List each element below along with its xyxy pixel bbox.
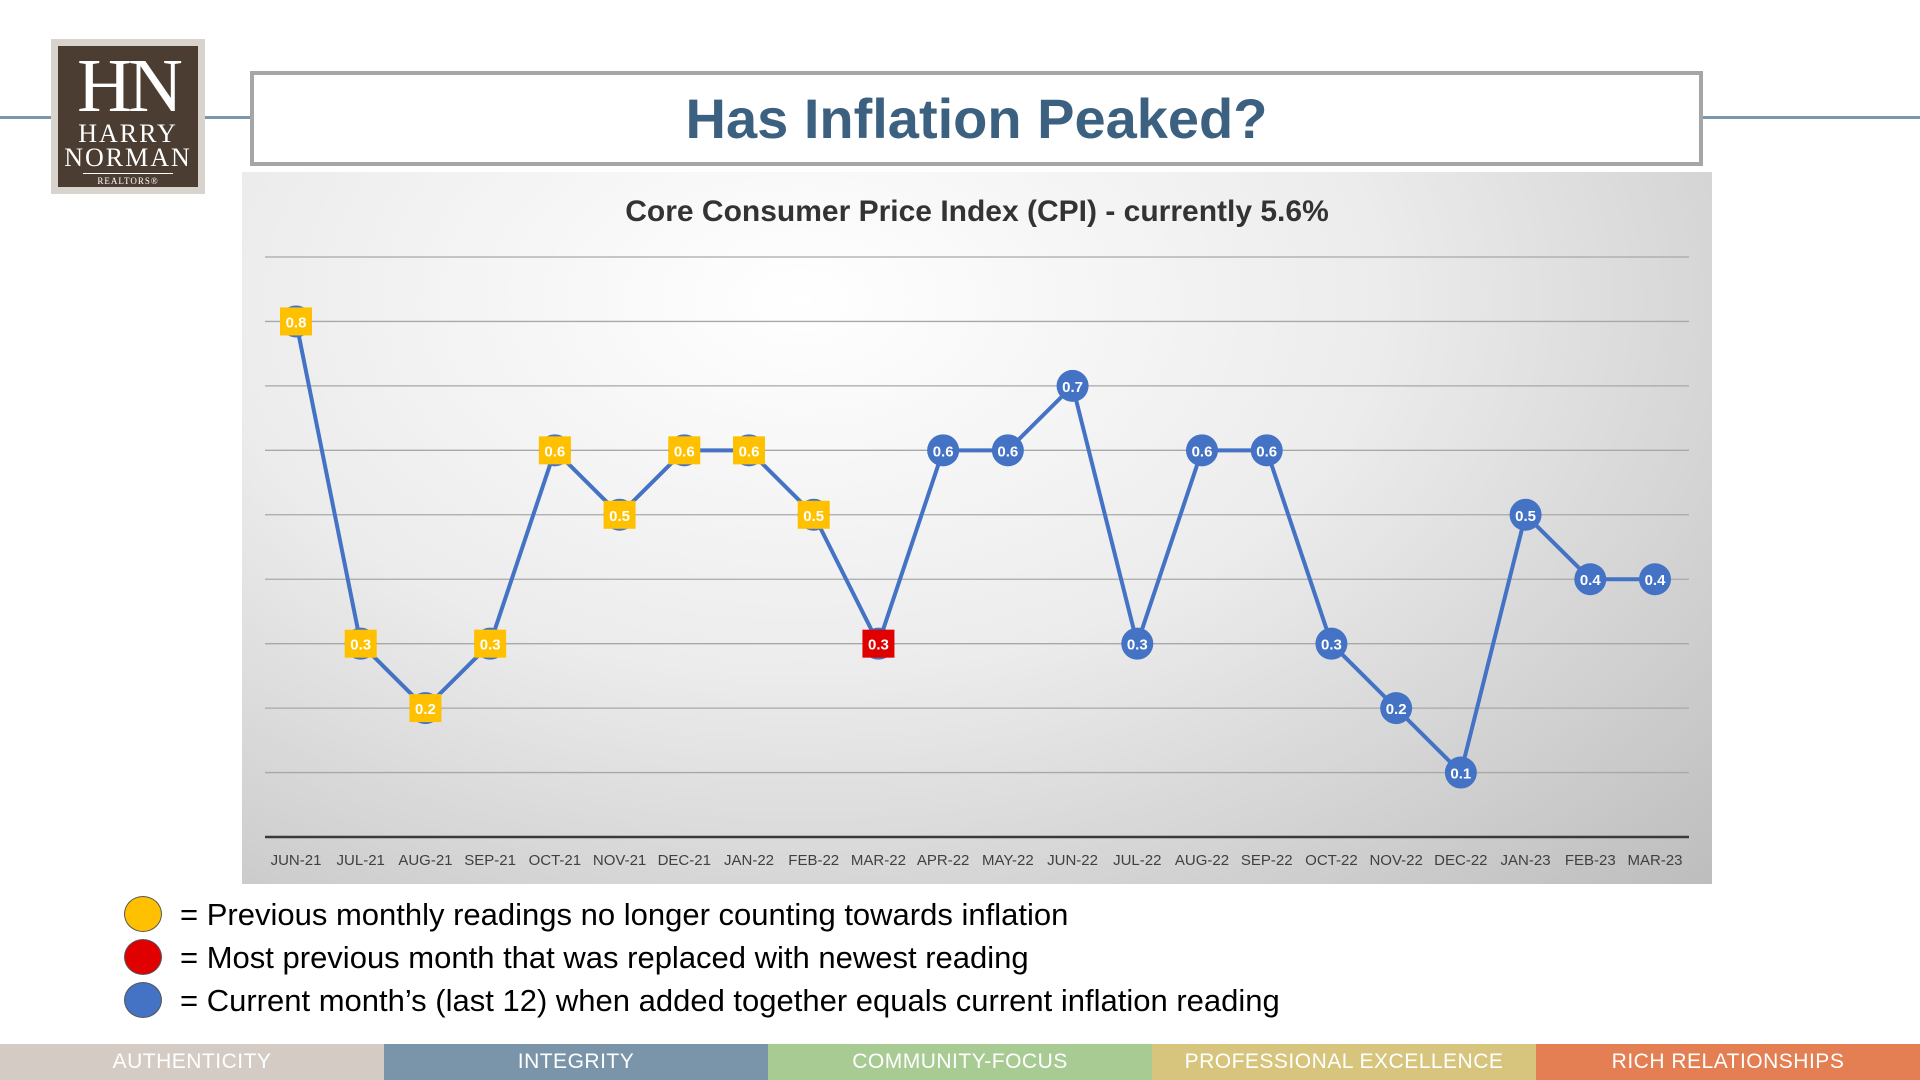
data-label: 0.3: [1127, 637, 1148, 654]
legend-text-current: = Current month’s (last 12) when added t…: [180, 983, 1280, 1018]
data-point-highlight: [344, 629, 377, 658]
data-point-marker: [1315, 627, 1348, 660]
legend-dot-blue: [124, 982, 162, 1018]
data-point-marker: [1056, 369, 1089, 402]
x-tick-label: DEC-21: [658, 852, 711, 869]
footer-rich-relationships: RICH RELATIONSHIPS: [1536, 1044, 1920, 1080]
x-tick-label: JUN-21: [271, 852, 322, 869]
data-point-highlight: [797, 500, 830, 529]
header-rule-mid: [205, 116, 250, 119]
data-point-marker: [1380, 692, 1413, 725]
logo-initials: HN: [77, 44, 183, 128]
x-tick-label: SEP-22: [1241, 852, 1293, 869]
data-point-marker: [991, 434, 1024, 467]
legend-dot-yellow: [124, 896, 162, 932]
x-tick-label: MAR-22: [851, 852, 906, 869]
data-point-marker: [1509, 498, 1542, 531]
data-point-highlight: [474, 629, 507, 658]
header-rule-left: [0, 116, 51, 119]
x-tick-label: JUN-22: [1047, 852, 1098, 869]
data-label: 0.5: [803, 508, 824, 525]
header-rule-right: [1703, 116, 1920, 119]
data-label: 0.3: [350, 637, 371, 654]
data-label: 0.4: [1645, 572, 1667, 589]
footer-community-focus: COMMUNITY-FOCUS: [768, 1044, 1152, 1080]
chart-title: Core Consumer Price Index (CPI) - curren…: [625, 195, 1329, 228]
data-label: 0.4: [1580, 572, 1602, 589]
data-label: 0.7: [1062, 379, 1083, 396]
data-point-marker: [1121, 627, 1154, 660]
x-tick-label: OCT-22: [1305, 852, 1358, 869]
data-label: 0.2: [1386, 701, 1407, 718]
x-tick-label: JUL-22: [1113, 852, 1161, 869]
title-box: Has Inflation Peaked?: [250, 71, 1703, 166]
x-tick-label: JAN-22: [724, 852, 774, 869]
data-label: 0.6: [933, 443, 954, 460]
footer-authenticity: AUTHENTICITY: [0, 1044, 384, 1080]
data-point-marker: [1574, 563, 1607, 596]
data-label: 0.6: [739, 443, 760, 460]
x-tick-label: SEP-21: [464, 852, 516, 869]
data-label: 0.3: [868, 637, 889, 654]
x-tick-label: MAY-22: [982, 852, 1034, 869]
data-point-marker: [1639, 563, 1671, 596]
x-tick-label: JUL-21: [337, 852, 385, 869]
logo-line-1: HARRY: [78, 119, 178, 148]
x-tick-label: FEB-23: [1565, 852, 1616, 869]
data-point-marker: [927, 434, 960, 467]
data-point-highlight: [603, 500, 636, 529]
data-label: 0.6: [1192, 443, 1213, 460]
data-point-marker: [1250, 434, 1283, 467]
legend-text-replaced: = Most previous month that was replaced …: [180, 940, 1029, 975]
x-tick-label: MAR-23: [1627, 852, 1682, 869]
company-logo: HN HARRY NORMAN REALTORS®: [51, 39, 205, 194]
footer-integrity: INTEGRITY: [384, 1044, 768, 1080]
data-label: 0.6: [997, 443, 1018, 460]
values-footer: AUTHENTICITY INTEGRITY COMMUNITY-FOCUS P…: [0, 1044, 1920, 1080]
data-label: 0.5: [1515, 508, 1536, 525]
data-label: 0.6: [674, 443, 695, 460]
data-label: 0.2: [415, 701, 436, 718]
data-label: 0.3: [1321, 637, 1342, 654]
legend-dot-red: [124, 939, 162, 975]
cpi-line-chart: Core Consumer Price Index (CPI) - curren…: [265, 195, 1689, 869]
legend-text-previous: = Previous monthly readings no longer co…: [180, 897, 1069, 932]
data-label: 0.6: [1256, 443, 1277, 460]
x-tick-label: AUG-21: [398, 852, 452, 869]
x-tick-label: APR-22: [917, 852, 970, 869]
logo-line-2: NORMAN: [64, 143, 192, 172]
footer-professional-excellence: PROFESSIONAL EXCELLENCE: [1152, 1044, 1536, 1080]
series-line: [294, 321, 1655, 775]
data-point-highlight: [280, 307, 312, 336]
x-tick-label: FEB-22: [788, 852, 839, 869]
page-title: Has Inflation Peaked?: [685, 87, 1268, 150]
chart-panel: Core Consumer Price Index (CPI) - curren…: [242, 172, 1712, 884]
data-point-highlight: [538, 436, 571, 465]
x-tick-label: JAN-23: [1501, 852, 1551, 869]
data-point-marker: [1186, 434, 1218, 467]
x-tick-label: OCT-21: [529, 852, 582, 869]
data-label: 0.8: [286, 314, 307, 331]
logo-line-3: REALTORS®: [83, 173, 173, 188]
data-label: 0.1: [1450, 766, 1471, 783]
data-point-highlight: [733, 436, 765, 465]
data-point-highlight: [409, 694, 442, 723]
x-tick-label: DEC-22: [1434, 852, 1487, 869]
x-tick-label: AUG-22: [1175, 852, 1229, 869]
data-label: 0.3: [480, 637, 501, 654]
data-label: 0.5: [609, 508, 630, 525]
x-tick-label: NOV-22: [1369, 852, 1422, 869]
data-point-highlight: [862, 629, 895, 658]
data-point-highlight: [668, 436, 701, 465]
x-tick-label: NOV-21: [593, 852, 646, 869]
data-label: 0.6: [544, 443, 565, 460]
data-point-marker: [1444, 756, 1477, 789]
